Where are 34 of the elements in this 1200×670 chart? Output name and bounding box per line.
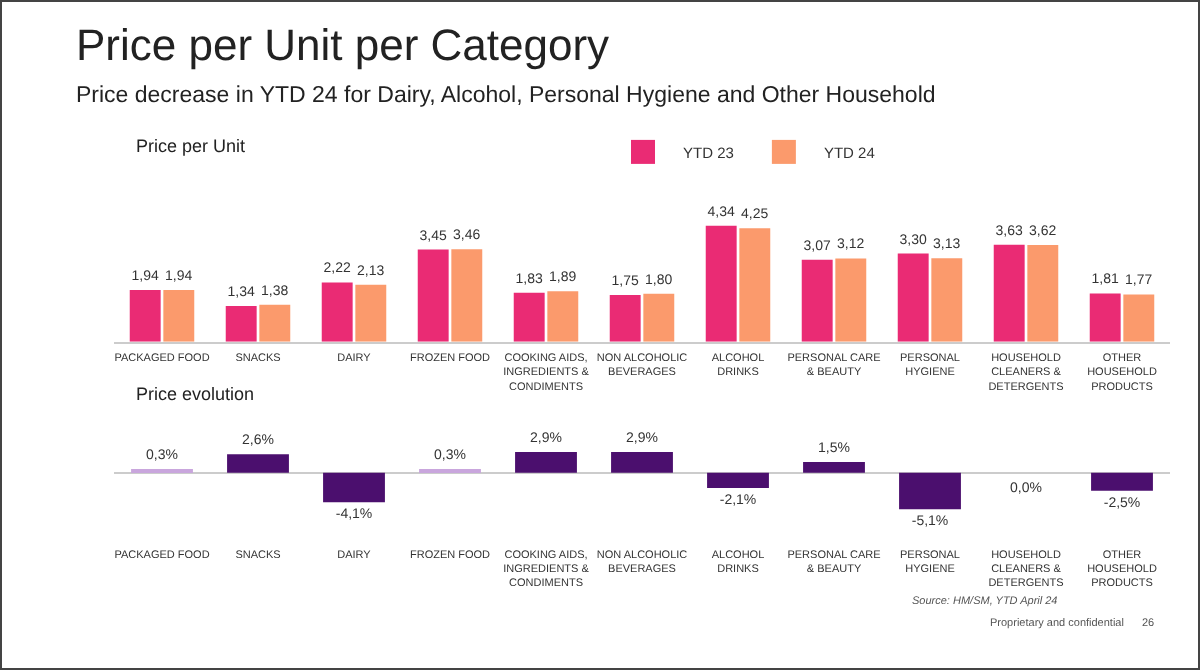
bar: [323, 472, 385, 503]
bar: [897, 253, 929, 342]
bar: [547, 291, 579, 342]
bar: [643, 293, 675, 342]
bar: [225, 305, 257, 342]
y-axis-title: Price evolution: [136, 384, 255, 404]
bar: [739, 228, 771, 342]
bar: [899, 472, 961, 510]
bar: [417, 249, 449, 342]
bar: [259, 304, 291, 342]
bar: [931, 258, 963, 342]
bar: [609, 294, 641, 342]
chart-subtitle: Price decrease in YTD 24 for Dairy, Alcohol, Personal Hygiene and Other Household: [76, 84, 936, 108]
bar: [801, 259, 833, 342]
bar: [993, 244, 1025, 342]
bar: [1091, 472, 1153, 491]
bar: [1089, 293, 1121, 342]
y-axis-title: Price per Unit: [136, 136, 247, 156]
bar: [321, 282, 353, 342]
bar: [227, 454, 289, 473]
bar: [355, 284, 387, 342]
chart-title: Price per Unit per Category: [76, 20, 610, 70]
bar: [803, 462, 865, 473]
bar: [1123, 294, 1155, 342]
bar: [707, 472, 769, 488]
bar: [513, 292, 545, 342]
bar: [705, 225, 737, 342]
bar: [1027, 245, 1059, 342]
bar: [835, 258, 867, 342]
bar: [451, 249, 483, 342]
bar: [515, 452, 577, 473]
bar: [129, 289, 161, 342]
bar: [611, 452, 673, 473]
bar: [163, 289, 195, 342]
